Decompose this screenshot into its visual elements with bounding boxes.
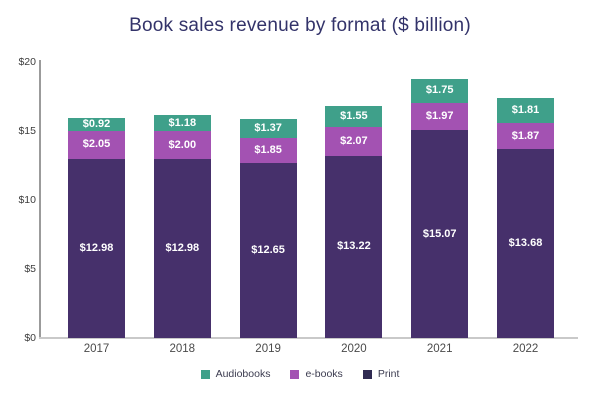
bar-segment-print-2022: $13.68 xyxy=(497,149,554,338)
bar-value-label: $1.18 xyxy=(168,116,197,129)
bar-segment-e-books-2019: $1.85 xyxy=(239,137,297,164)
bar-value-label: $12.98 xyxy=(79,241,114,254)
legend-item-print: Print xyxy=(362,368,400,380)
y-axis-line xyxy=(39,60,41,338)
bar-value-label: $1.37 xyxy=(254,121,282,134)
bar-segment-audiobooks-2021: $1.75 xyxy=(411,78,469,103)
legend-swatch-icon xyxy=(200,369,210,379)
x-category-label: 2022 xyxy=(512,343,539,355)
bar-segment-audiobooks-2017: $0.92 xyxy=(68,117,125,131)
bar-segment-print-2021: $15.07 xyxy=(411,130,469,338)
bar-segment-audiobooks-2019: $1.37 xyxy=(239,119,297,138)
bar-value-label: $2.00 xyxy=(168,138,197,151)
stacked-bar-2021: $15.07 $1.97 $1.75 xyxy=(411,78,469,338)
legend-label: Audiobooks xyxy=(215,368,271,380)
bar-segment-e-books-2022: $1.87 xyxy=(497,123,554,150)
bar-segment-print-2019: $12.65 xyxy=(239,163,297,338)
bar-segment-print-2018: $12.98 xyxy=(153,158,211,338)
legend-item-e-books: e-books xyxy=(290,368,343,380)
bar-segment-e-books-2017: $2.05 xyxy=(68,130,125,159)
bar-value-label: $1.85 xyxy=(254,144,282,157)
legend-label: e-books xyxy=(305,368,343,380)
x-category-label: 2017 xyxy=(83,343,110,355)
bar-value-label: $12.98 xyxy=(165,241,200,254)
bar-segment-e-books-2020: $2.07 xyxy=(325,127,383,156)
bar-value-label: $1.97 xyxy=(425,109,454,122)
bar-value-label: $1.75 xyxy=(425,84,454,97)
bar-value-label: $2.05 xyxy=(82,138,111,151)
legend: Audiobooks e-books Print xyxy=(0,368,600,380)
y-tick-label: $10 xyxy=(18,194,36,206)
bar-value-label: $13.22 xyxy=(337,240,371,253)
y-tick-label: $20 xyxy=(18,56,36,68)
bar-segment-print-2017: $12.98 xyxy=(68,158,125,338)
bar-value-label: $15.07 xyxy=(422,227,457,240)
y-tick-label: $0 xyxy=(24,332,36,344)
x-axis-baseline xyxy=(39,337,578,339)
bar-segment-print-2020: $13.22 xyxy=(325,155,383,338)
bar-value-label: $2.07 xyxy=(340,134,368,147)
stacked-bar-2019: $12.65 $1.85 $1.37 xyxy=(239,119,297,338)
bar-segment-audiobooks-2020: $1.55 xyxy=(325,105,383,128)
bar-segment-e-books-2021: $1.97 xyxy=(411,102,469,131)
bar-segment-audiobooks-2022: $1.81 xyxy=(497,98,554,124)
bar-value-label: $0.92 xyxy=(82,117,111,130)
legend-label: Print xyxy=(377,368,400,380)
stacked-bar-2018: $12.98 $2.00 $1.18 xyxy=(153,115,211,338)
bar-value-label: $12.65 xyxy=(251,244,285,257)
stacked-bar-2022: $13.68 $1.87 $1.81 xyxy=(497,98,554,338)
legend-swatch-icon xyxy=(290,369,300,379)
x-category-label: 2019 xyxy=(255,343,281,355)
stacked-bar-2017: $12.98 $2.05 $0.92 xyxy=(68,117,125,338)
bar-segment-e-books-2018: $2.00 xyxy=(153,131,211,159)
bar-value-label: $1.55 xyxy=(340,109,368,122)
bar-value-label: $1.81 xyxy=(511,104,540,117)
legend-swatch-icon xyxy=(362,369,372,379)
bar-value-label: $13.68 xyxy=(508,237,543,250)
y-tick-label: $5 xyxy=(24,263,36,275)
x-category-label: 2020 xyxy=(341,343,367,355)
chart-title: Book sales revenue by format ($ billion) xyxy=(129,15,471,36)
x-category-label: 2018 xyxy=(169,343,196,355)
bar-value-label: $1.87 xyxy=(511,129,540,142)
bar-segment-audiobooks-2018: $1.18 xyxy=(153,115,211,132)
legend-item-audiobooks: Audiobooks xyxy=(200,368,271,380)
y-tick-label: $15 xyxy=(18,125,36,137)
stacked-bar-2020: $13.22 $2.07 $1.55 xyxy=(325,105,383,338)
x-category-label: 2021 xyxy=(426,343,453,355)
